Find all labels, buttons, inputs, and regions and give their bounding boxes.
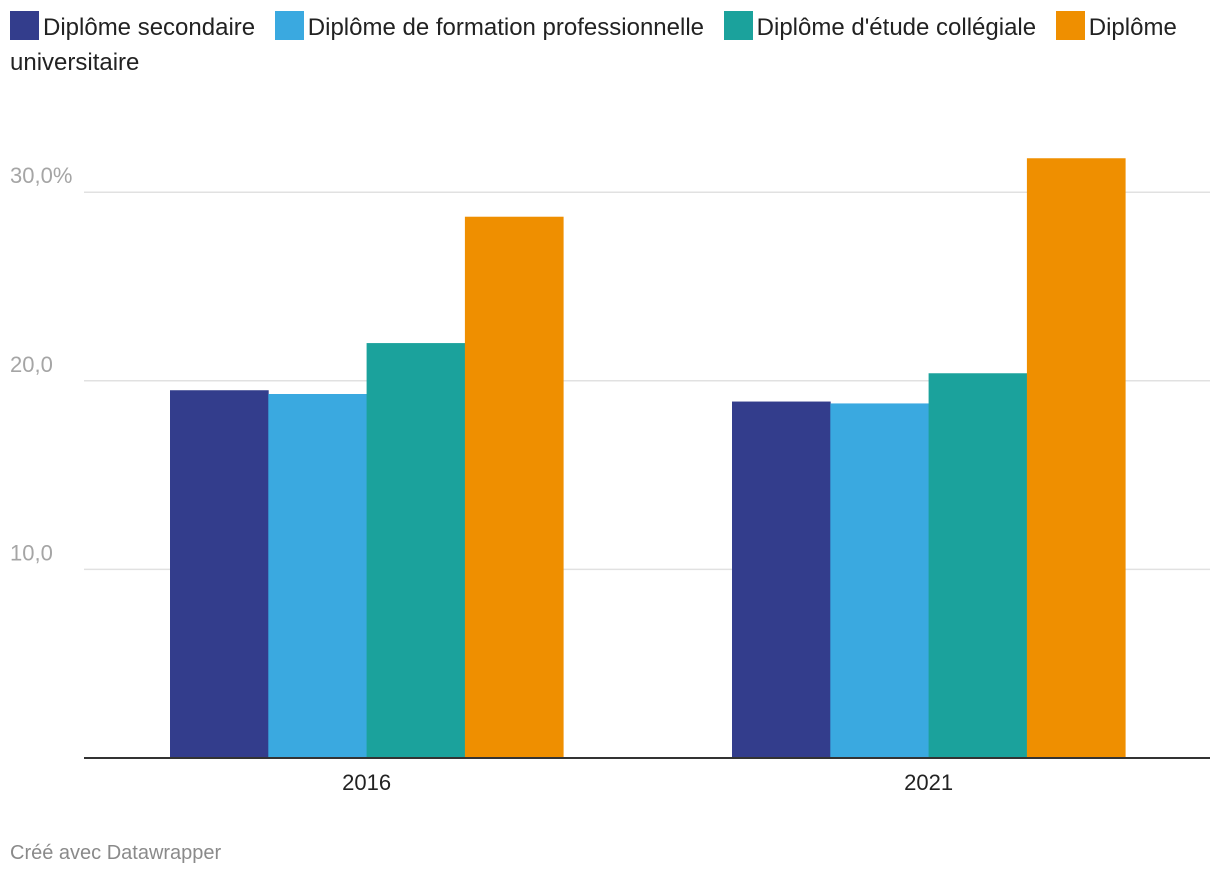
legend-swatch [10, 11, 39, 40]
y-tick-label: 30,0% [10, 163, 72, 188]
legend-swatch [274, 11, 304, 40]
y-tick-label: 10,0 [10, 540, 53, 565]
x-tick-label: 2016 [342, 770, 391, 795]
bar [170, 390, 269, 758]
x-tick-label: 2021 [904, 770, 953, 795]
bar [732, 401, 831, 758]
legend-label: Diplôme d'étude collégiale [756, 14, 1037, 41]
legend-label: Diplôme secondaire [43, 14, 256, 41]
bar [268, 394, 367, 758]
legend-item: Diplôme d'étude collégiale [723, 11, 1037, 41]
legend-item: Diplôme secondaire [10, 11, 256, 41]
bar [1026, 158, 1126, 758]
legend-swatch [1055, 11, 1085, 40]
bar [464, 216, 564, 758]
legend-label: Diplôme universitaire [10, 14, 1177, 76]
y-tick-label: 20,0 [10, 352, 53, 377]
legend-swatch [723, 11, 753, 40]
legend-item: Diplôme universitaire [10, 11, 1177, 76]
footer-credit: Créé avec Datawrapper [10, 842, 222, 864]
bar [928, 373, 1028, 758]
legend-label: Diplôme de formation professionnelle [307, 14, 704, 41]
chart-legend: Diplôme secondaire Diplôme de formation … [10, 10, 1205, 80]
bar [366, 343, 466, 758]
bar [830, 403, 929, 758]
legend-item: Diplôme de formation professionnelle [274, 11, 704, 41]
